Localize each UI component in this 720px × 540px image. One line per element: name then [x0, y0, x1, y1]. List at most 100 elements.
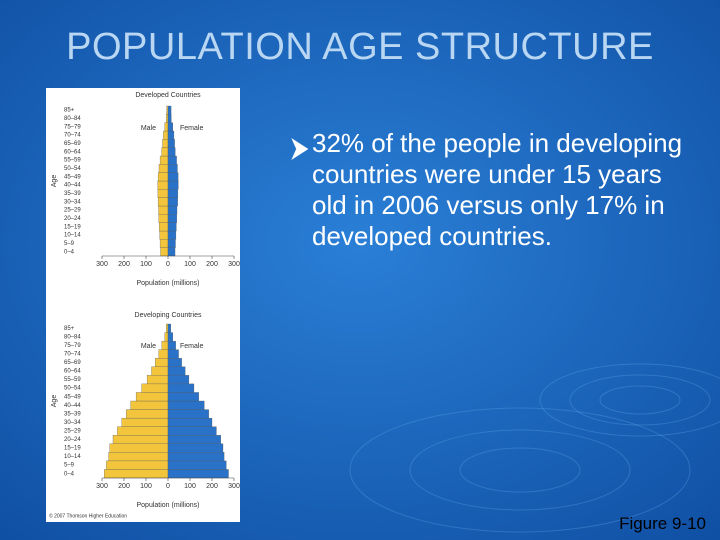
bar [159, 239, 169, 248]
figure-caption: Figure 9-10 [619, 514, 706, 533]
y-tick-label: 50–54 [64, 386, 81, 392]
bar [166, 105, 169, 115]
x-tick-label: 300 [96, 483, 108, 490]
bar [167, 435, 221, 444]
bar [158, 349, 169, 359]
bar [155, 358, 169, 367]
bullet-text: 32% of the people in developing countrie… [312, 128, 683, 251]
bar [108, 452, 169, 462]
y-tick-label: 35–39 [64, 411, 81, 417]
y-tick-label: 35–39 [64, 191, 81, 197]
x-tick-label: 300 [228, 483, 240, 490]
y-tick-label: 85+ [64, 108, 75, 114]
bar [167, 375, 190, 385]
bar [164, 332, 169, 342]
bar [146, 375, 169, 385]
bar [167, 366, 186, 376]
y-tick-label: 20–24 [64, 437, 81, 443]
bar [167, 358, 182, 367]
chart-title: Developing Countries [135, 312, 202, 319]
legend-label: Male [141, 125, 156, 132]
x-tick-label: 200 [118, 483, 130, 490]
bar [162, 139, 169, 148]
bar [158, 164, 169, 173]
y-axis-label: Age [51, 175, 58, 188]
y-tick-label: 60–64 [64, 149, 81, 155]
bar [135, 392, 169, 402]
bar [167, 409, 209, 419]
bar [167, 392, 199, 402]
bar [106, 460, 169, 470]
x-axis-label: Population (millions) [136, 280, 199, 287]
y-tick-label: 55–59 [64, 158, 81, 164]
bar [117, 426, 169, 436]
y-tick-label: 55–59 [64, 377, 81, 383]
x-tick-label: 100 [140, 483, 152, 490]
y-tick-label: 45–49 [64, 394, 81, 400]
y-tick-label: 75–79 [64, 124, 81, 130]
bar [167, 155, 177, 165]
x-tick-label: 0 [166, 483, 170, 490]
y-tick-label: 45–49 [64, 174, 81, 180]
bar [167, 147, 176, 157]
bar [167, 122, 173, 132]
bar [167, 340, 176, 350]
bar [160, 247, 169, 257]
bar [163, 130, 169, 140]
bar [167, 469, 229, 479]
bar [167, 452, 225, 462]
y-tick-label: 20–24 [64, 216, 81, 222]
bar [167, 247, 176, 257]
legend-label: Male [141, 343, 156, 350]
y-tick-label: 70–74 [64, 133, 81, 139]
bar [158, 214, 169, 223]
y-tick-label: 5–9 [64, 241, 75, 247]
y-tick-label: 10–14 [64, 454, 81, 460]
x-tick-label: 100 [140, 261, 152, 268]
x-tick-label: 200 [206, 261, 218, 268]
bar [141, 383, 169, 393]
y-tick-label: 30–34 [64, 199, 81, 205]
x-tick-label: 100 [184, 483, 196, 490]
bar [157, 172, 169, 182]
y-tick-label: 30–34 [64, 420, 81, 426]
y-tick-label: 25–29 [64, 208, 81, 214]
bar [167, 139, 175, 148]
bar [167, 114, 172, 123]
bar [167, 214, 177, 223]
bar [166, 114, 169, 123]
bar [167, 180, 179, 190]
x-tick-label: 0 [166, 261, 170, 268]
x-tick-label: 200 [118, 261, 130, 268]
bar [158, 205, 169, 215]
y-tick-label: 80–84 [64, 334, 81, 340]
y-tick-label: 0–4 [64, 249, 75, 255]
y-tick-label: 25–29 [64, 429, 81, 435]
x-tick-label: 300 [96, 261, 108, 268]
bar [121, 417, 169, 427]
bar [167, 164, 178, 173]
bar [126, 409, 169, 419]
bar [109, 443, 169, 453]
bar [157, 189, 169, 198]
y-tick-label: 40–44 [64, 183, 81, 189]
x-tick-label: 200 [206, 483, 218, 490]
bar [161, 147, 169, 157]
bar [167, 443, 224, 453]
y-tick-label: 15–19 [64, 224, 81, 230]
bar [157, 197, 169, 207]
bar [167, 130, 175, 140]
bar [167, 323, 172, 333]
bar [167, 205, 178, 215]
bar [167, 222, 177, 232]
y-tick-label: 80–84 [64, 116, 81, 122]
y-tick-label: 85+ [64, 326, 75, 332]
bar [167, 189, 179, 198]
bar [161, 340, 169, 350]
bar [166, 323, 169, 333]
x-tick-label: 100 [184, 261, 196, 268]
bar [167, 172, 179, 182]
